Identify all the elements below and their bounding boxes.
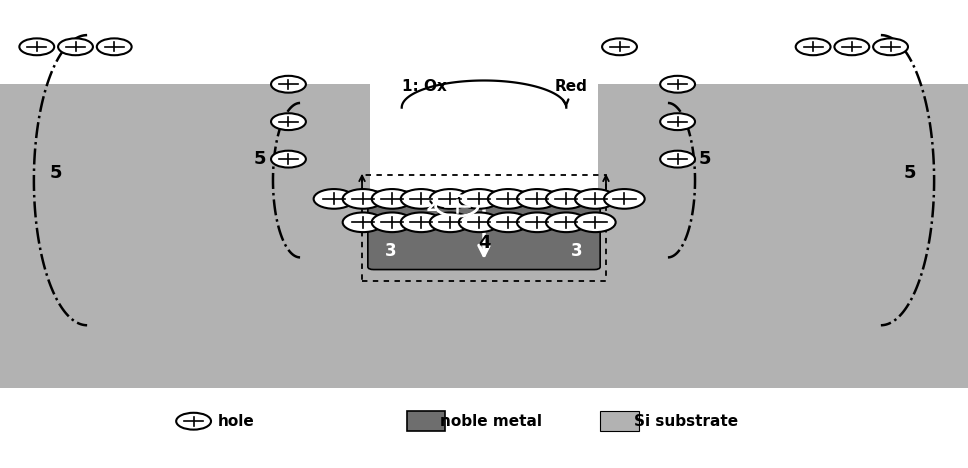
Bar [0, 0, 968, 84]
Circle shape [372, 212, 412, 232]
Circle shape [271, 151, 306, 168]
Bar [407, 411, 445, 431]
Bar [0, 0, 968, 388]
Circle shape [401, 189, 441, 209]
Text: 5: 5 [254, 150, 265, 168]
Text: 1: Ox: 1: Ox [402, 79, 446, 94]
Circle shape [660, 76, 695, 93]
Circle shape [660, 151, 695, 168]
Circle shape [517, 189, 558, 209]
Circle shape [604, 189, 645, 209]
Circle shape [602, 38, 637, 55]
Bar [598, 84, 968, 197]
Circle shape [343, 212, 383, 232]
Circle shape [546, 212, 587, 232]
Circle shape [97, 38, 132, 55]
Text: 3: 3 [571, 242, 583, 260]
Text: 5: 5 [50, 164, 62, 182]
Text: noble metal: noble metal [440, 414, 542, 429]
Circle shape [430, 189, 470, 209]
Text: Red: Red [555, 79, 588, 94]
Circle shape [314, 189, 354, 209]
Text: 5: 5 [699, 150, 711, 168]
Bar [0, 84, 370, 197]
Text: 4: 4 [478, 234, 490, 252]
Bar [0, 388, 968, 468]
Text: 2: 2 [426, 197, 438, 215]
Bar [362, 176, 606, 281]
Circle shape [58, 38, 93, 55]
Circle shape [488, 212, 529, 232]
Text: hole: hole [218, 414, 255, 429]
Circle shape [372, 189, 412, 209]
Circle shape [176, 413, 211, 430]
Circle shape [660, 113, 695, 130]
Text: Si substrate: Si substrate [634, 414, 739, 429]
Circle shape [517, 212, 558, 232]
Circle shape [873, 38, 908, 55]
Circle shape [430, 212, 470, 232]
Bar [370, 84, 598, 197]
Text: 3: 3 [385, 242, 397, 260]
Circle shape [343, 189, 383, 209]
Circle shape [271, 76, 306, 93]
Circle shape [575, 212, 616, 232]
Circle shape [834, 38, 869, 55]
Circle shape [575, 189, 616, 209]
Text: 5: 5 [904, 164, 916, 182]
Circle shape [271, 113, 306, 130]
Circle shape [546, 189, 587, 209]
Circle shape [459, 212, 499, 232]
Circle shape [19, 38, 54, 55]
Bar [600, 411, 639, 431]
Circle shape [401, 212, 441, 232]
FancyBboxPatch shape [368, 191, 600, 270]
Circle shape [488, 189, 529, 209]
Circle shape [459, 189, 499, 209]
Circle shape [796, 38, 831, 55]
